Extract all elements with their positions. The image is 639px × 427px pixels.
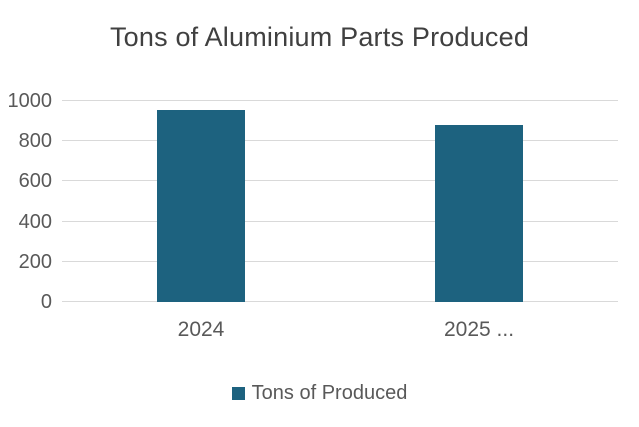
gridline (62, 301, 618, 302)
gridline (62, 140, 618, 142)
y-axis: 0 200 400 600 800 1000 (0, 91, 53, 312)
bar (157, 110, 245, 302)
x-tick-label: 2024 (177, 318, 225, 341)
x-axis: 2024 2025 ... (62, 318, 618, 344)
y-tick-label: 0 (40, 291, 52, 313)
gridline (62, 260, 618, 262)
y-tick-label: 400 (18, 210, 52, 233)
bar (435, 125, 523, 302)
x-tick-label: 2025 ... (443, 318, 515, 341)
gridline (62, 100, 618, 101)
y-tick-label: 1000 (7, 90, 53, 112)
y-tick-label: 200 (18, 250, 52, 273)
y-tick-label: 800 (18, 130, 52, 153)
legend: Tons of Produced (0, 382, 639, 405)
y-tick-label: 600 (18, 170, 52, 193)
legend-swatch (231, 387, 245, 400)
gridline (62, 180, 618, 182)
plot-area (62, 100, 618, 302)
gridline (62, 220, 618, 222)
legend-label: Tons of Produced (251, 382, 408, 404)
chart-title: Tons of Aluminium Parts Produced (109, 22, 530, 52)
